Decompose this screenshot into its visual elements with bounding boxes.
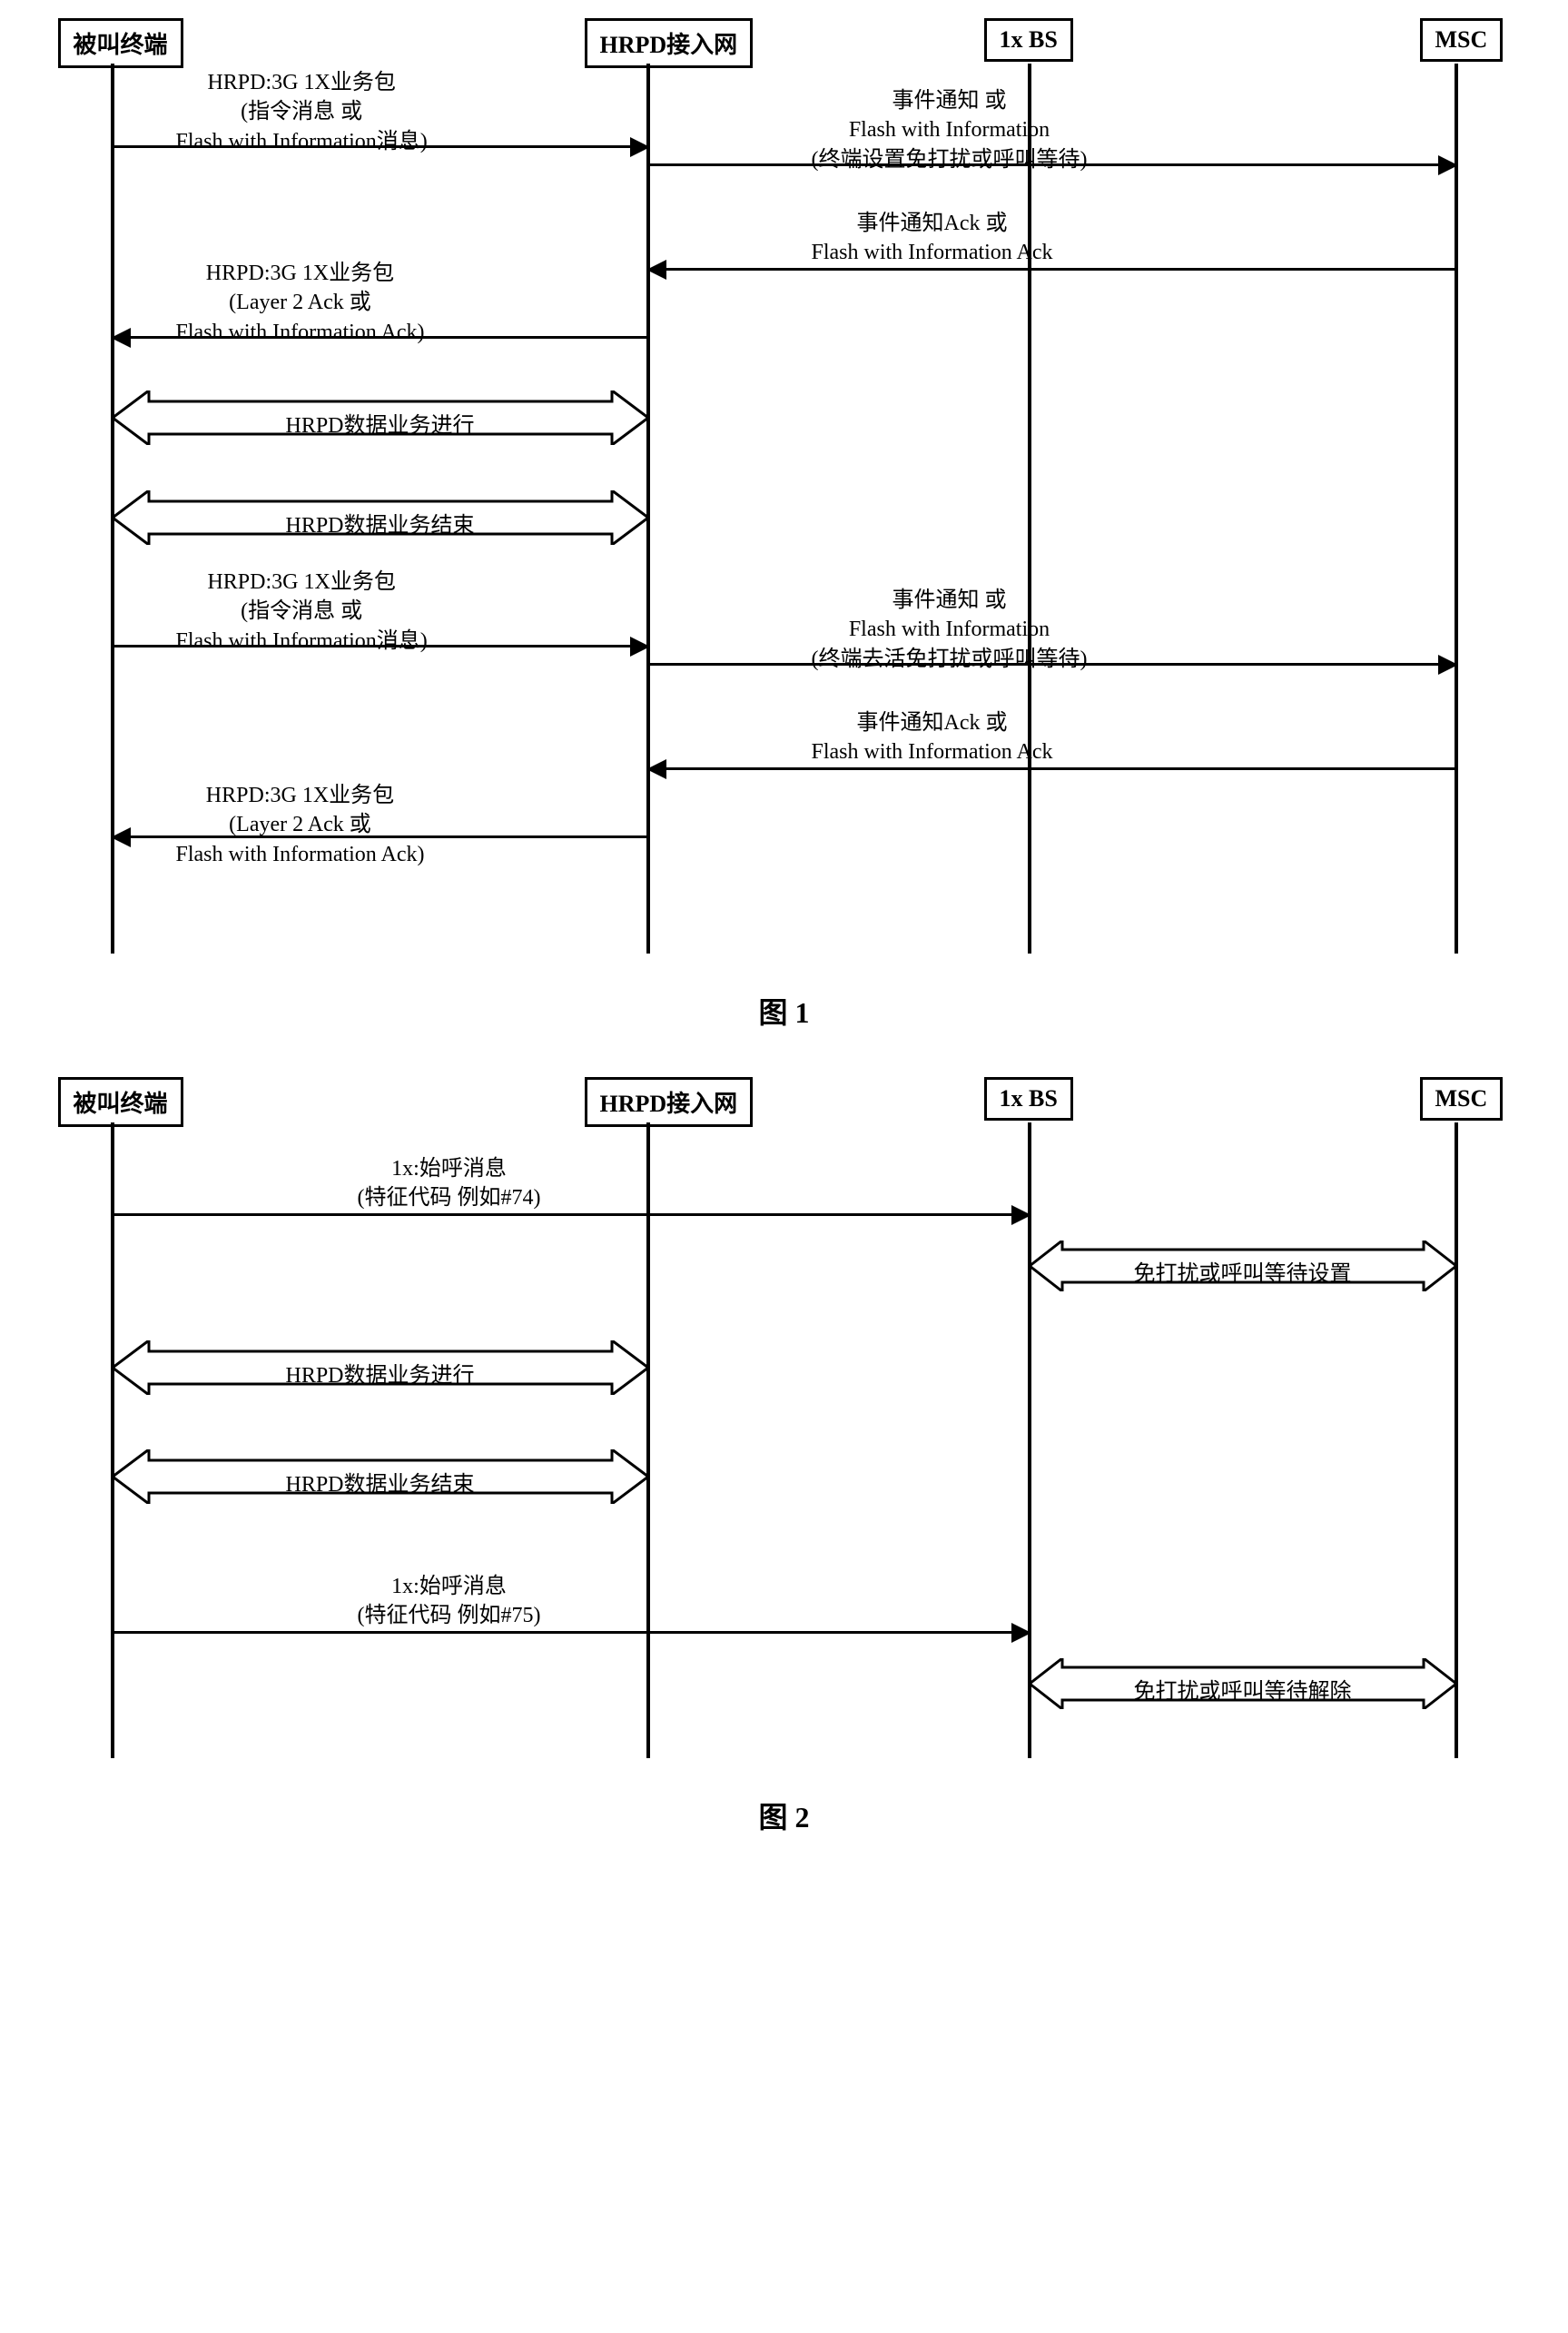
block-arrow-dnd-clear: 免打扰或呼叫等待解除 xyxy=(1030,1658,1456,1709)
msg-line: Flash with Information xyxy=(849,118,1050,142)
block-arrow-data-end: HRPD数据业务结束 xyxy=(113,490,648,545)
sequence-diagram-2: 被叫终端 HRPD接入网 1x BS MSC 1x:始呼消息 (特征代码 例如#… xyxy=(22,1077,1547,1758)
lifeline xyxy=(1455,64,1458,954)
block-arrow-dnd-set: 免打扰或呼叫等待设置 xyxy=(1030,1241,1456,1291)
participant-label: MSC xyxy=(1435,1085,1488,1112)
message-label: 事件通知 或 Flash with Information (终端设置免打扰或呼… xyxy=(812,86,1088,174)
participant-label: 被叫终端 xyxy=(74,32,168,58)
participant-label: 1x BS xyxy=(1000,1085,1058,1112)
msg-line: Flash with Information Ack) xyxy=(176,843,425,866)
msg-line: (指令消息 或 xyxy=(241,100,362,124)
msg-line: (终端去活免打扰或呼叫等待) xyxy=(812,648,1088,671)
message-arrow xyxy=(113,1631,1030,1634)
participant-label: HRPD接入网 xyxy=(600,32,738,58)
block-label: HRPD数据业务进行 xyxy=(113,407,648,439)
msg-line: (特征代码 例如#74) xyxy=(358,1186,541,1210)
msg-line: Flash with Information xyxy=(849,618,1050,641)
msg-line: Flash with Information Ack) xyxy=(176,321,425,344)
diagram-caption: 图 1 xyxy=(18,990,1550,1032)
participant-label: 1x BS xyxy=(1000,26,1058,53)
msg-line: (Layer 2 Ack 或 xyxy=(229,813,371,836)
block-label: HRPD数据业务结束 xyxy=(113,1466,648,1498)
participants-row: 被叫终端 HRPD接入网 1x BS MSC xyxy=(22,18,1547,64)
block-arrow-data-ongoing: HRPD数据业务进行 xyxy=(113,390,648,445)
participant-called-terminal: 被叫终端 xyxy=(58,18,183,68)
message-label: HRPD:3G 1X业务包 (指令消息 或 Flash with Informa… xyxy=(176,68,428,156)
participant-called-terminal: 被叫终端 xyxy=(58,1077,183,1127)
lifeline-area: 1x:始呼消息 (特征代码 例如#74) 免打扰或呼叫等待设置 HRPD数据业务… xyxy=(22,1122,1547,1758)
msg-line: (Layer 2 Ack 或 xyxy=(229,291,371,314)
msg-line: (特征代码 例如#75) xyxy=(358,1604,541,1627)
block-arrow-data-ongoing: HRPD数据业务进行 xyxy=(113,1340,648,1395)
message-label: 事件通知Ack 或 Flash with Information Ack xyxy=(812,209,1053,268)
msg-line: HRPD:3G 1X业务包 xyxy=(207,71,395,94)
block-label: 免打扰或呼叫等待设置 xyxy=(1030,1255,1456,1287)
participant-msc: MSC xyxy=(1420,1077,1504,1121)
msg-line: Flash with Information消息) xyxy=(176,130,428,153)
msg-line: HRPD:3G 1X业务包 xyxy=(206,262,394,285)
message-label: 事件通知Ack 或 Flash with Information Ack xyxy=(812,708,1053,767)
message-label: HRPD:3G 1X业务包 (Layer 2 Ack 或 Flash with … xyxy=(176,259,425,347)
message-arrow xyxy=(648,767,1456,770)
msg-line: HRPD:3G 1X业务包 xyxy=(207,570,395,594)
msg-line: (终端设置免打扰或呼叫等待) xyxy=(812,148,1088,172)
block-arrow-data-end: HRPD数据业务结束 xyxy=(113,1449,648,1504)
participant-msc: MSC xyxy=(1420,18,1504,62)
message-label: 事件通知 或 Flash with Information (终端去活免打扰或呼… xyxy=(812,586,1088,674)
msg-line: 事件通知 或 xyxy=(892,89,1006,113)
message-label: 1x:始呼消息 (特征代码 例如#75) xyxy=(358,1572,541,1631)
diagram-caption: 图 2 xyxy=(18,1794,1550,1836)
message-arrow xyxy=(648,268,1456,271)
message-label: HRPD:3G 1X业务包 (指令消息 或 Flash with Informa… xyxy=(176,568,428,656)
participant-1x-bs: 1x BS xyxy=(984,1077,1073,1121)
block-label: HRPD数据业务进行 xyxy=(113,1357,648,1389)
msg-line: (指令消息 或 xyxy=(241,599,362,623)
sequence-diagram-1: 被叫终端 HRPD接入网 1x BS MSC HRPD:3G 1X业务包 (指令… xyxy=(22,18,1547,954)
message-label: 1x:始呼消息 (特征代码 例如#74) xyxy=(358,1154,541,1213)
participant-1x-bs: 1x BS xyxy=(984,18,1073,62)
msg-line: 事件通知 或 xyxy=(892,588,1006,612)
participant-hrpd-access-network: HRPD接入网 xyxy=(585,18,754,68)
msg-line: 事件通知Ack 或 xyxy=(856,212,1007,235)
participant-label: 被叫终端 xyxy=(74,1091,168,1117)
lifeline xyxy=(111,1122,114,1758)
participants-row: 被叫终端 HRPD接入网 1x BS MSC xyxy=(22,1077,1547,1122)
message-arrow xyxy=(113,1213,1030,1216)
msg-line: Flash with Information消息) xyxy=(176,629,428,653)
msg-line: Flash with Information Ack xyxy=(812,740,1053,764)
lifeline xyxy=(1028,64,1031,954)
block-label: HRPD数据业务结束 xyxy=(113,507,648,539)
participant-label: HRPD接入网 xyxy=(600,1091,738,1117)
msg-line: 事件通知Ack 或 xyxy=(856,711,1007,735)
lifeline-area: HRPD:3G 1X业务包 (指令消息 或 Flash with Informa… xyxy=(22,64,1547,954)
msg-line: Flash with Information Ack xyxy=(812,241,1053,264)
block-label: 免打扰或呼叫等待解除 xyxy=(1030,1673,1456,1705)
msg-line: HRPD:3G 1X业务包 xyxy=(206,784,394,807)
msg-line: 1x:始呼消息 xyxy=(391,1575,507,1598)
msg-line: 1x:始呼消息 xyxy=(391,1157,507,1181)
participant-label: MSC xyxy=(1435,26,1488,53)
lifeline xyxy=(646,1122,650,1758)
participant-hrpd-access-network: HRPD接入网 xyxy=(585,1077,754,1127)
message-label: HRPD:3G 1X业务包 (Layer 2 Ack 或 Flash with … xyxy=(176,781,425,869)
